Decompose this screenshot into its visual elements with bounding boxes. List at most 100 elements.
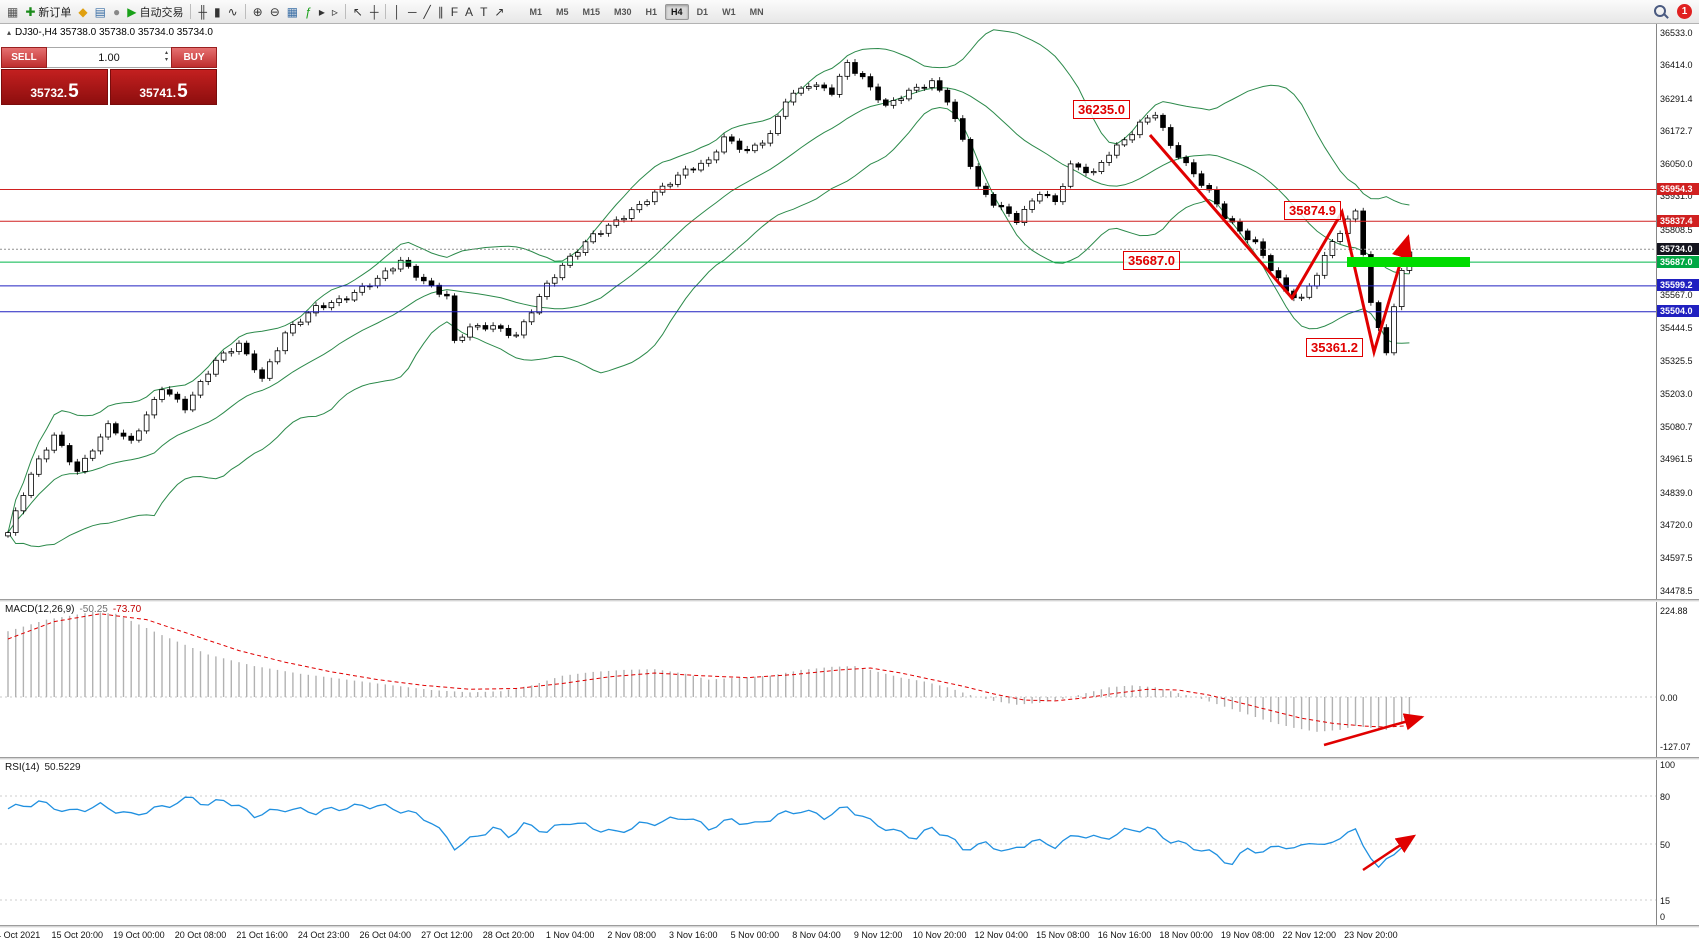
trendline-icon[interactable]: ╱ [420,2,433,22]
time-axis-label: 2 Nov 08:00 [607,930,656,940]
new-order-button: ✚ [25,4,36,19]
macd-scale-label: -127.07 [1660,741,1691,752]
time-axis[interactable]: 14 Oct 2021 15 Oct 20:00 19 Oct 00:00 20 Oc… [0,928,1699,942]
line-chart-type-icon[interactable]: ∿ [225,2,241,22]
market-watch-icon[interactable]: ● [110,2,123,22]
volume-spinner[interactable]: ▴ ▾ [165,50,168,64]
indicators-icon: ƒ [305,4,312,19]
sell-button[interactable]: SELL [1,47,47,68]
time-axis-label: 26 Oct 04:00 [359,930,412,940]
time-axis-label: 12 Nov 04:00 [974,930,1029,940]
volume-input[interactable]: 1.00 ▴ ▾ [47,47,171,68]
timeframe-w1[interactable]: W1 [722,6,736,17]
horizontal-line-icon[interactable]: ─ [405,2,420,22]
mql-community-icon[interactable]: ◆ [75,2,90,22]
time-axis-label: 15 Oct 20:00 [51,930,104,940]
main-toolbar: ▦ ✚ 新订单 ◆ ▤ ● ▶ 自动交易 ╫ ▮ ∿ ⊕ ⊖ ▦ ƒ ▸ ▹ ↖ ┼ │ ─ ╱ ∥ F A T ↗ M1 M5 M15… [0,0,1699,24]
fibonacci-icon[interactable]: F [448,2,461,22]
new-order-button[interactable]: ✚ 新订单 [22,2,74,22]
time-axis-label: 5 Nov 00:00 [730,930,780,940]
price-tick-label: 34720.0 [1660,519,1693,530]
price-annotation-35361[interactable]: 35361.2 [1306,338,1363,357]
spinner-down-icon[interactable]: ▾ [164,57,168,64]
macd-main-value: -50.25 [79,604,108,615]
macd-trend-arrow[interactable] [1323,713,1425,747]
bar-chart-type-icon[interactable]: ╫ [195,2,210,22]
new-order-button-label: 新订单 [38,6,72,19]
time-axis-label: 18 Nov 00:00 [1159,930,1213,940]
chart-shift-icon[interactable]: ▹ [329,2,341,22]
arrows-tool-icon[interactable]: ↗ [491,2,507,22]
timeframe-toolbar: M1 M5 M15 M30 H1 H4 D1 W1 MN [523,3,769,20]
timeframe-m1[interactable]: M1 [529,6,542,17]
trend-zigzag-arrow[interactable] [1148,134,1413,358]
time-axis-label: 9 Nov 12:00 [853,930,903,940]
vertical-line-icon[interactable]: │ [390,2,404,22]
macd-name: MACD(12,26,9) [5,604,75,615]
equidistant-channel-icon[interactable]: ∥ [435,2,447,22]
chart-window-icon[interactable]: ▦ [4,2,21,22]
time-axis-label: 24 Oct 23:00 [297,930,350,940]
text-label-icon[interactable]: T [477,2,490,22]
candlestick-series [5,59,1413,538]
indicators-icon[interactable]: ƒ [302,2,315,22]
green-highlight-zone[interactable] [1347,257,1470,267]
price-marker-35504.0: 35504.0 [1657,305,1699,318]
price-chart-canvas[interactable] [0,24,1656,599]
rsi-scale-label: 100 [1660,759,1676,770]
candlestick-chart-type-icon[interactable]: ▮ [211,2,224,22]
tile-windows-icon[interactable]: ▦ [284,2,301,22]
panel-splitter-macd[interactable] [0,599,1699,602]
time-axis-label: 19 Oct 00:00 [113,930,165,940]
notification-badge[interactable]: 1 [1677,4,1692,19]
price-tick-label: 36172.7 [1660,125,1693,136]
one-click-trading-panel: SELL 1.00 ▴ ▾ BUY 35732. 5 35741. 5 [1,47,217,105]
price-annotation-35687[interactable]: 35687.0 [1123,251,1180,270]
text-tool-icon[interactable]: A [462,2,476,22]
bollinger-bands [7,29,1410,548]
timeframe-d1[interactable]: D1 [696,6,709,17]
timeframe-m5[interactable]: M5 [555,6,569,17]
time-axis-label: 23 Nov 20:00 [1344,930,1398,940]
spinner-up-icon[interactable]: ▴ [164,50,168,56]
rsi-line [7,796,1410,869]
toolbar-right-group: 1 [1653,4,1695,19]
auto-scroll-icon[interactable]: ▸ [316,2,328,22]
rsi-trend-arrow[interactable] [1362,834,1417,872]
zoom-out-icon: ⊖ [269,4,280,19]
zoom-out-icon[interactable]: ⊖ [267,2,283,22]
price-tick-label: 36291.4 [1660,93,1693,104]
timeframe-m15[interactable]: M15 [582,6,601,17]
autotrading-button[interactable]: ▶ 自动交易 [124,2,186,22]
timeframe-h4[interactable]: H4 [665,3,689,20]
price-annotation-36235[interactable]: 36235.0 [1073,100,1130,119]
panel-splitter-rsi[interactable] [0,757,1699,760]
sell-price-box[interactable]: 35732. 5 [1,69,108,105]
data-window-icon: ▤ [94,4,106,19]
timeframe-h1[interactable]: H1 [645,6,658,17]
rsi-indicator-canvas[interactable] [0,760,1656,925]
panel-splitter-axis[interactable] [0,925,1699,928]
macd-indicator-canvas[interactable] [0,602,1656,757]
cursor-icon[interactable]: ↖ [350,2,366,22]
price-tick-label: 35080.7 [1660,422,1693,433]
crosshair-icon[interactable]: ┼ [367,2,382,22]
trade-prices-row: 35732. 5 35741. 5 [1,69,217,105]
trendline-icon: ╱ [423,4,431,19]
buy-button[interactable]: BUY [171,47,217,68]
timeframe-m30[interactable]: M30 [614,6,632,17]
price-annotation-35874[interactable]: 35874.9 [1284,201,1341,220]
autotrading-button: ▶ [127,4,137,19]
buy-price-box[interactable]: 35741. 5 [110,69,217,105]
horizontal-level-lines[interactable] [0,189,1656,313]
macd-indicator-label: MACD(12,26,9) -50.25 -73.70 [5,604,141,615]
zoom-in-icon[interactable]: ⊕ [250,2,266,22]
search-icon[interactable] [1653,4,1668,19]
data-window-icon[interactable]: ▤ [92,2,109,22]
timeframe-mn[interactable]: MN [749,6,764,17]
autotrading-button-label: 自动交易 [139,6,184,19]
buy-price-main: 35741. [139,86,177,101]
rsi-scale-label: 15 [1660,895,1671,906]
price-axis[interactable] [1656,24,1699,925]
volume-value: 1.00 [98,51,120,64]
